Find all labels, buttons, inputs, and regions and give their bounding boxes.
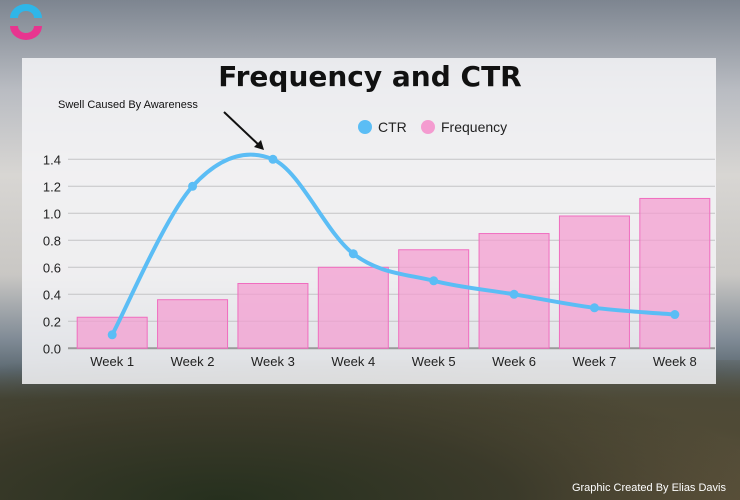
annotation-text: Swell Caused By Awareness — [58, 99, 198, 111]
bar-frequency — [157, 299, 229, 349]
x-tick-label: Week 7 — [573, 354, 617, 369]
annotation-arrow — [223, 111, 263, 149]
x-tick-label: Week 5 — [412, 354, 456, 369]
brand-logo — [10, 4, 42, 40]
point-ctr — [268, 154, 278, 164]
x-tick-label: Week 6 — [492, 354, 536, 369]
y-tick-label: 0.2 — [43, 314, 61, 329]
x-tick-label: Week 2 — [171, 354, 215, 369]
point-ctr — [589, 303, 599, 313]
bar-frequency — [398, 249, 470, 349]
point-ctr — [509, 289, 519, 299]
credit-text: Graphic Created By Elias Davis — [571, 482, 726, 494]
point-ctr — [107, 330, 117, 340]
bar-frequency — [639, 197, 711, 349]
legend-label-frequency: Frequency — [441, 119, 507, 135]
y-tick-label: 1.4 — [43, 152, 61, 167]
y-tick-label: 0.0 — [43, 341, 61, 356]
y-tick-label: 0.8 — [43, 233, 61, 248]
x-tick-label: Week 1 — [90, 354, 134, 369]
annotation-arrowhead — [254, 140, 264, 150]
y-tick-label: 1.0 — [43, 206, 61, 221]
point-ctr — [429, 276, 439, 286]
bar-frequency — [237, 283, 309, 349]
legend-marker-ctr — [358, 120, 372, 134]
point-ctr — [188, 181, 198, 191]
x-tick-label: Week 3 — [251, 354, 295, 369]
bar-frequency — [317, 266, 389, 349]
x-tick-label: Week 4 — [331, 354, 375, 369]
y-tick-label: 0.4 — [43, 287, 61, 302]
bar-frequency — [558, 215, 630, 349]
point-ctr — [670, 310, 680, 320]
chart-title: Frequency and CTR — [218, 60, 522, 93]
point-ctr — [348, 249, 358, 259]
y-tick-label: 1.2 — [43, 179, 61, 194]
legend-marker-frequency — [421, 120, 435, 134]
legend-label-ctr: CTR — [378, 119, 407, 135]
y-tick-label: 0.6 — [43, 260, 61, 275]
x-tick-label: Week 8 — [653, 354, 697, 369]
